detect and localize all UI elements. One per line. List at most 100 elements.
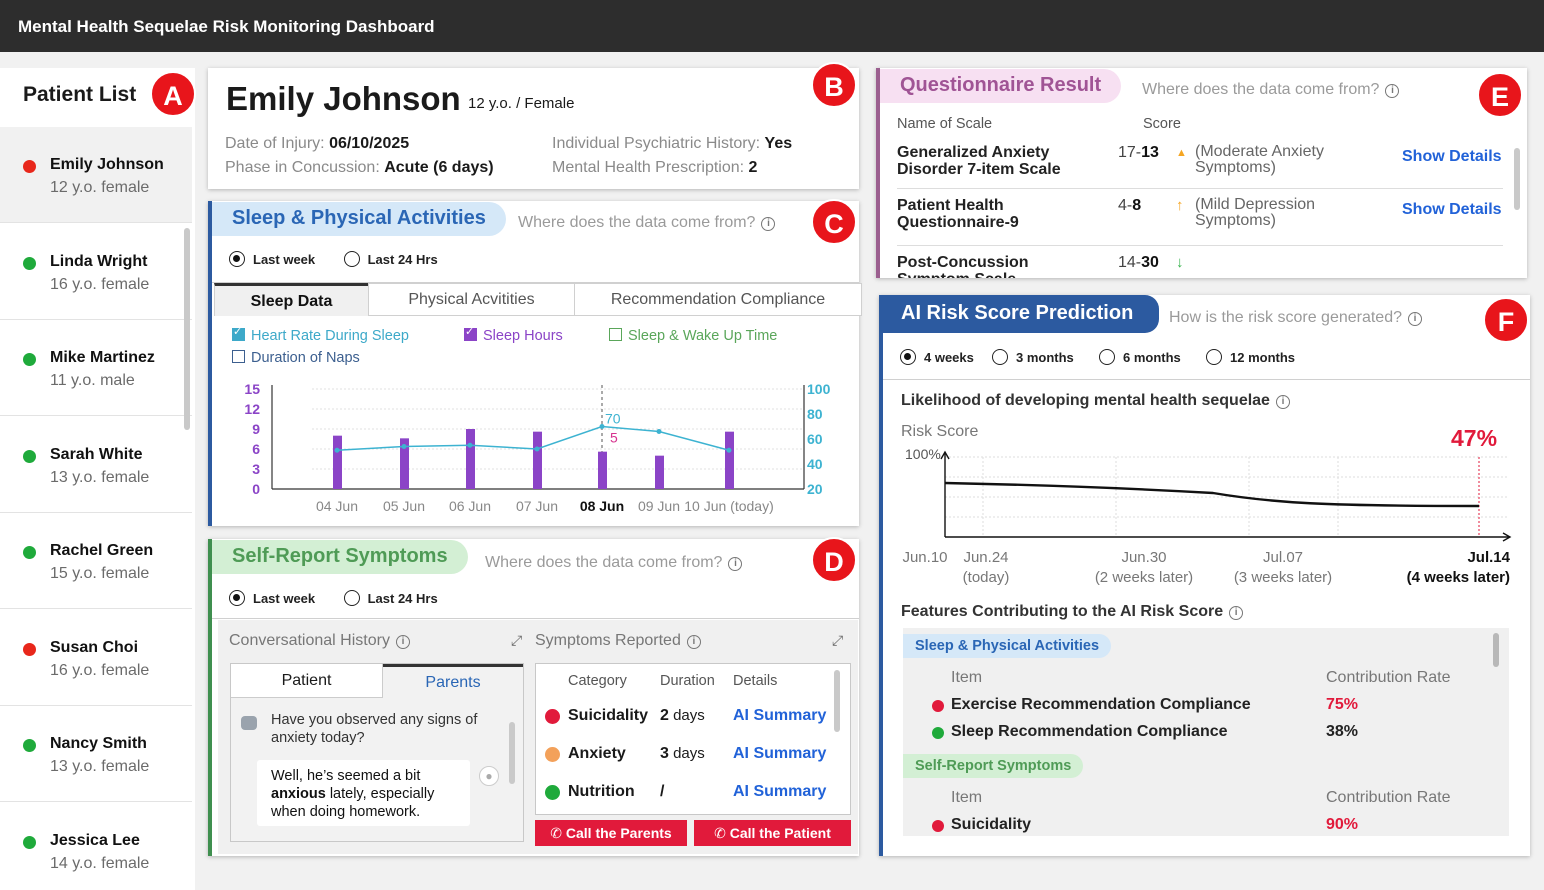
sleep-range-24h[interactable]: Last 24 Hrs <box>343 251 438 268</box>
feature-item-rate: 75% <box>1326 696 1359 713</box>
badge-e: E <box>1477 72 1523 118</box>
patient-age: 16 y.o. female <box>50 661 150 679</box>
ai-summary-link[interactable]: AI Summary <box>733 745 827 762</box>
ai-range-option[interactable]: 4 weeks <box>900 349 974 367</box>
patient-age: 15 y.o. female <box>50 565 150 582</box>
features-scrollbar[interactable] <box>1493 633 1499 667</box>
symptoms-scrollbar[interactable] <box>834 670 840 732</box>
sleep-range-label: Last week <box>253 252 316 267</box>
symptoms-range-24h[interactable]: Last 24 Hrs <box>343 590 438 607</box>
row-divider <box>897 188 1503 189</box>
patient-list-item[interactable]: Linda Wright 16 y.o. female <box>0 224 192 320</box>
sleep-source-text: Where does the data come from? <box>518 214 756 231</box>
sleep-range-last-week[interactable]: Last week <box>229 251 315 268</box>
sleep-chart: 0 3 6 9 12 15 20 40 60 80 100 70 5 04 Jun 05 Jun 06 Jun… <box>244 381 830 514</box>
ai-range-option[interactable]: 3 months <box>992 349 1074 367</box>
y2-tick-label: 60 <box>807 431 823 447</box>
x-tick-sublabel: (2 weeks later) <box>1095 569 1193 585</box>
injury-value: 06/10/2025 <box>329 135 410 152</box>
trend-arrow-icon: ▲ <box>1176 147 1187 159</box>
patient-name: Emily Johnson <box>226 80 461 117</box>
tab-physical[interactable]: Physical Acvitities <box>368 283 575 316</box>
symptoms-source-text: Where does the data come from? <box>485 554 723 571</box>
patient-list-item[interactable]: Mike Martinez 11 y.o. male <box>0 320 192 416</box>
bot-avatar-icon <box>241 716 257 730</box>
patient-list-item[interactable]: Rachel Green 15 y.o. female <box>0 513 192 609</box>
radio-icon <box>1099 349 1115 365</box>
expand-icon[interactable]: ⤢ <box>511 632 523 648</box>
feature-group-title: Self-Report Symptoms <box>903 754 1084 778</box>
show-details-link[interactable]: Show Details <box>1402 201 1502 218</box>
x-tick-label: 10 Jun (today) <box>684 498 774 514</box>
tab-label: Physical Acvitities <box>408 291 535 308</box>
heart-rate-point <box>334 447 340 453</box>
patient-age-sex: 12 y.o. / Female <box>468 95 575 112</box>
symptoms-source[interactable]: Where does the data come from? i <box>485 554 743 572</box>
ai-summary-link[interactable]: AI Summary <box>733 707 827 724</box>
status-dot-icon <box>23 835 36 849</box>
x-tick-label: Jun.24 <box>963 549 1008 566</box>
feature-col-item: Item <box>951 789 983 806</box>
patient-list-item[interactable]: Jessica Lee 14 y.o. female <box>0 803 192 890</box>
legend-sleep-hours[interactable]: Sleep Hours <box>464 325 563 344</box>
patient-list-item[interactable]: Emily Johnson 12 y.o. female <box>0 127 192 223</box>
symptoms-range-group: Last week Last 24 Hrs <box>229 590 438 608</box>
patient-list-panel: Patient List Emily Johnson 12 y.o. female… <box>0 68 195 890</box>
legend-naps[interactable]: Duration of Naps <box>232 350 360 366</box>
sleep-bar <box>533 431 542 489</box>
ai-range-option[interactable]: 12 months <box>1206 349 1295 367</box>
patient-list-item[interactable]: Susan Choi 16 y.o. female <box>0 610 192 706</box>
trend-arrow-icon: ↓ <box>1176 254 1184 271</box>
ai-source-text: How is the risk score generated? <box>1169 309 1402 326</box>
sleep-source[interactable]: Where does the data come from? i <box>518 214 776 232</box>
tab-patient[interactable]: Patient <box>231 664 383 698</box>
questionnaire-row: Generalized Anxiety Disorder 7-item Scal… <box>880 144 1510 194</box>
legend-heart-rate[interactable]: Heart Rate During Sleep <box>232 325 409 344</box>
symptom-category: Suicidality <box>568 707 649 724</box>
duration-unit: days <box>668 745 705 762</box>
tab-compliance[interactable]: Recommendation Compliance <box>574 283 862 316</box>
patient-list-item[interactable]: Sarah White 13 y.o. female <box>0 417 192 513</box>
patient-list-item[interactable]: Nancy Smith 13 y.o. female <box>0 706 192 802</box>
scale-name: Patient Health Questionnaire-9 <box>897 197 1019 231</box>
questionnaire-scrollbar[interactable] <box>1514 148 1520 210</box>
info-icon: i <box>1408 312 1422 326</box>
scale-score: 4-8 <box>1118 197 1141 215</box>
patient-age: 16 y.o. female <box>50 275 150 293</box>
status-dot-icon <box>23 546 36 559</box>
heart-rate-point <box>401 444 407 449</box>
symptoms-table: Category Duration Details Suicidality 2 d… <box>535 663 851 815</box>
phone-icon: ✆ <box>550 825 566 841</box>
legend-label: Duration of Naps <box>251 350 360 366</box>
show-details-link[interactable]: Show Details <box>1402 148 1502 165</box>
expand-icon[interactable]: ⤢ <box>832 632 844 648</box>
status-dot-icon <box>23 449 36 463</box>
y-tick-label: 0 <box>252 481 260 497</box>
ai-summary-link[interactable]: AI Summary <box>733 783 827 800</box>
radio-selected-icon <box>229 590 245 606</box>
tab-parents[interactable]: Parents <box>383 664 523 698</box>
severity-dot-icon <box>545 747 560 762</box>
questionnaire-source[interactable]: Where does the data come from? i <box>1142 81 1400 99</box>
rx-label: Mental Health Prescription: <box>552 159 745 176</box>
conversation-scrollbar[interactable] <box>509 722 515 784</box>
call-parents-button[interactable]: ✆ Call the Parents <box>535 820 687 846</box>
sidebar-scrollbar[interactable] <box>184 228 190 430</box>
tab-sleep-data[interactable]: Sleep Data <box>214 283 369 316</box>
call-patient-button[interactable]: ✆ Call the Patient <box>694 820 851 846</box>
checkbox-checked-icon <box>232 325 245 341</box>
phase-label: Phase in Concussion: <box>225 159 380 176</box>
legend-wake-time[interactable]: Sleep & Wake Up Time <box>609 328 777 344</box>
y-tick-label: 9 <box>252 421 260 437</box>
scale-name: Post-Concussion Symptom Scale <box>897 254 1029 278</box>
call-patient-label: Call the Patient <box>729 825 831 841</box>
duration-number: 3 <box>660 745 669 762</box>
line-data-label: 70 <box>605 411 621 427</box>
y-tick-label: 15 <box>244 381 260 397</box>
symptoms-range-label: Last 24 Hrs <box>367 591 438 606</box>
x-tick-sublabel: (today) <box>963 569 1010 585</box>
symptoms-range-last-week[interactable]: Last week <box>229 590 315 607</box>
ai-source[interactable]: How is the risk score generated? i <box>1169 309 1422 327</box>
checkbox-icon <box>232 350 245 363</box>
ai-range-option[interactable]: 6 months <box>1099 349 1181 367</box>
